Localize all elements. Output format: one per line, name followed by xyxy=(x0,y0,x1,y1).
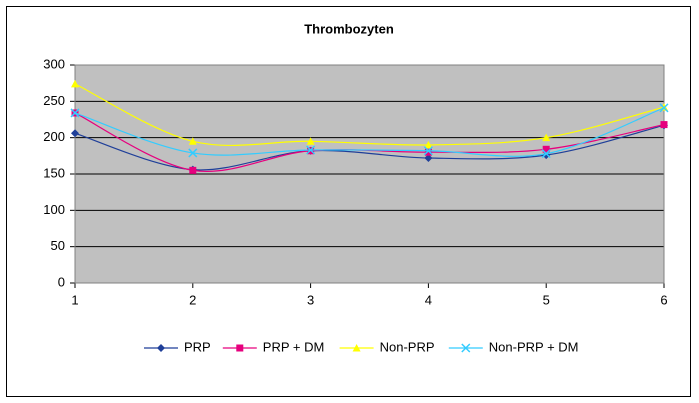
legend-marker xyxy=(157,344,165,352)
legend-label: PRP xyxy=(184,339,211,354)
legend-marker xyxy=(461,343,471,353)
marker xyxy=(424,140,433,149)
marker xyxy=(659,103,669,113)
series-line xyxy=(74,124,665,171)
y-tick-label: 150 xyxy=(43,165,65,180)
marker xyxy=(541,149,551,159)
marker xyxy=(424,154,433,163)
legend-marker xyxy=(236,344,244,352)
legend-item: PRP xyxy=(144,339,211,354)
marker xyxy=(71,79,79,88)
y-tick-label: 50 xyxy=(51,238,65,253)
legend-label: PRP + DM xyxy=(263,339,325,354)
series-line xyxy=(74,83,665,146)
x-tick-label: 1 xyxy=(71,292,78,307)
marker xyxy=(189,166,197,174)
y-tick-label: 100 xyxy=(43,202,65,217)
x-tick-label: 5 xyxy=(543,292,550,307)
marker xyxy=(71,129,79,138)
x-tick-label: 2 xyxy=(189,292,196,307)
marker xyxy=(306,145,316,155)
legend-marker xyxy=(352,344,361,352)
marker xyxy=(424,148,432,156)
chart-title: Thrombozyten xyxy=(304,21,394,36)
marker xyxy=(660,121,668,129)
marker xyxy=(542,133,551,142)
legend-item: PRP + DM xyxy=(222,339,325,354)
plot-border xyxy=(74,64,665,284)
y-tick-label: 0 xyxy=(58,274,65,289)
legend-label: Non-PRP + DM xyxy=(489,339,579,354)
marker xyxy=(306,137,315,145)
marker xyxy=(423,146,433,156)
x-tick-label: 6 xyxy=(660,292,667,307)
marker xyxy=(188,148,198,158)
y-tick-label: 300 xyxy=(43,56,65,71)
x-tick-label: 3 xyxy=(307,292,314,307)
marker xyxy=(188,137,197,145)
legend-label: Non-PRP xyxy=(380,339,435,354)
series-line xyxy=(74,107,665,157)
marker xyxy=(70,108,80,118)
x-tick-label: 4 xyxy=(425,292,432,307)
marker xyxy=(542,145,550,153)
legend-item: Non-PRP xyxy=(339,339,435,354)
legend-item: Non-PRP + DM xyxy=(448,339,579,354)
y-tick-label: 200 xyxy=(43,129,65,144)
y-tick-label: 250 xyxy=(43,93,65,108)
